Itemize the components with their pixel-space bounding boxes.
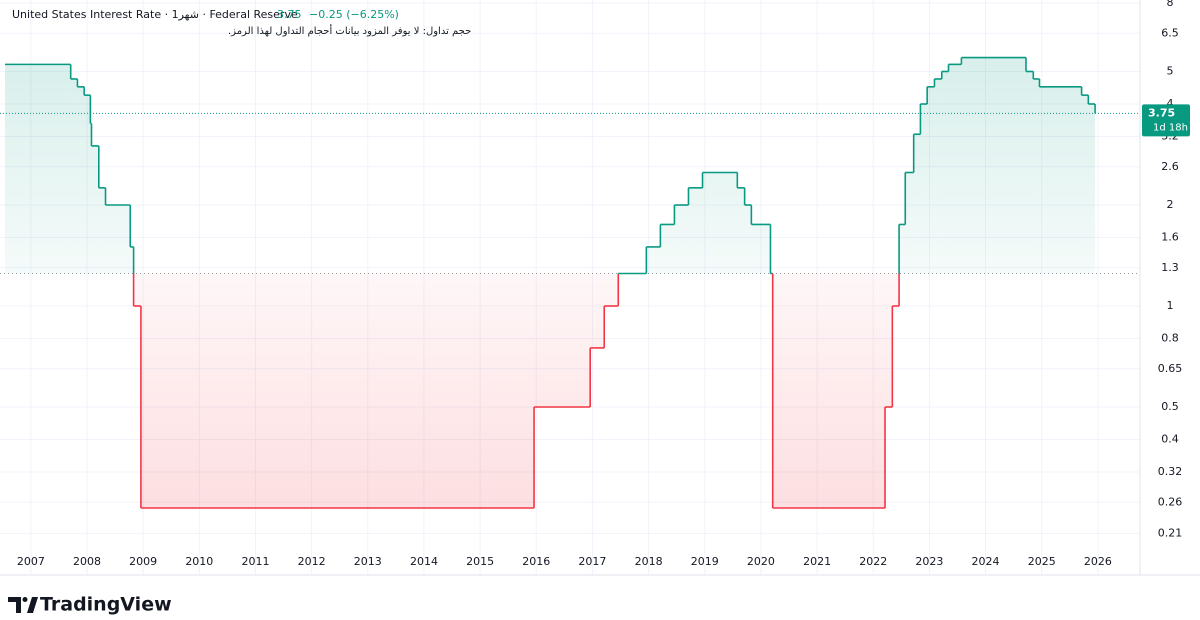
x-tick-label: 2011 — [241, 555, 269, 568]
x-tick-label: 2007 — [17, 555, 45, 568]
x-tick-label: 2014 — [410, 555, 438, 568]
y-tick-label: 5 — [1167, 64, 1174, 77]
area-fill — [590, 273, 605, 348]
area-fill — [702, 172, 738, 274]
symbol-title: United States Interest Rate · 1شهر · Fed… — [12, 8, 298, 21]
y-tick-label: 6.5 — [1161, 26, 1179, 39]
x-tick-label: 2015 — [466, 555, 494, 568]
area-fill — [892, 273, 900, 307]
y-tick-label: 1.6 — [1161, 231, 1179, 244]
area-fill — [751, 224, 771, 274]
x-tick-label: 2021 — [803, 555, 831, 568]
area-fill — [77, 86, 85, 274]
x-tick-label: 2019 — [691, 555, 719, 568]
y-tick-label: 4 — [1167, 97, 1174, 110]
area-fill — [660, 224, 675, 274]
area-fill — [646, 246, 661, 274]
area-fill — [1039, 86, 1082, 274]
area-fill — [70, 78, 78, 274]
x-tick-label: 2017 — [578, 555, 606, 568]
area-fill — [91, 145, 99, 274]
area-fill — [674, 205, 689, 274]
area-fill — [961, 57, 1026, 274]
y-tick-label: 0.4 — [1161, 433, 1179, 446]
x-tick-label: 2010 — [185, 555, 213, 568]
area-fill — [1025, 71, 1034, 274]
area-fill — [885, 273, 893, 408]
area-fill — [98, 187, 106, 274]
area-fill — [744, 205, 752, 274]
lines — [5, 56, 1096, 509]
area-fill — [688, 187, 703, 274]
y-tick-label: 2 — [1167, 198, 1174, 211]
x-tick-label: 2025 — [1028, 555, 1056, 568]
volume-note: حجم تداول: لا يوفر المزود بيانات أحجام ا… — [228, 24, 471, 37]
price-tag-value: 3.75 — [1148, 106, 1175, 119]
price-change: −0.25 (−6.25%) — [309, 8, 399, 21]
y-tick-label: 0.26 — [1158, 495, 1183, 508]
area-fill — [737, 187, 745, 274]
x-tick-label: 2018 — [635, 555, 663, 568]
area-fill — [133, 273, 141, 307]
y-tick-label: 1 — [1167, 299, 1174, 312]
header: United States Interest Rate · 1شهر · Fed… — [12, 8, 471, 37]
x-tick-label: 2008 — [73, 555, 101, 568]
fills — [5, 57, 1096, 509]
area-fill — [1088, 104, 1096, 274]
area-fill — [934, 78, 942, 274]
y-tick-label: 2.6 — [1161, 160, 1179, 173]
area-fill — [927, 86, 935, 274]
axes: 86.5543.22.621.61.310.80.650.50.40.320.2… — [17, 0, 1182, 568]
y-tick-label: 1.3 — [1161, 261, 1179, 274]
price-tag: 3.75 1d 18h — [1142, 104, 1190, 137]
area-fill — [1081, 95, 1089, 274]
area-fill — [913, 134, 921, 274]
x-tick-label: 2020 — [747, 555, 775, 568]
brand-logo: TradingView — [8, 594, 172, 616]
x-tick-label: 2023 — [915, 555, 943, 568]
x-tick-label: 2013 — [354, 555, 382, 568]
area-fill — [105, 205, 131, 274]
y-tick-label: 0.32 — [1158, 465, 1183, 478]
price-tag-countdown: 1d 18h — [1153, 122, 1188, 133]
x-tick-label: 2026 — [1084, 555, 1112, 568]
y-tick-label: 8 — [1167, 0, 1174, 9]
area-fill — [534, 273, 591, 408]
y-tick-label: 0.5 — [1161, 400, 1179, 413]
x-tick-label: 2016 — [522, 555, 550, 568]
area-fill — [604, 273, 619, 307]
area-fill — [905, 172, 914, 274]
area-fill — [948, 64, 962, 274]
x-tick-label: 2012 — [298, 555, 326, 568]
brand-name: TradingView — [40, 594, 172, 616]
area-fill — [1033, 78, 1040, 274]
logo-mark — [8, 597, 21, 613]
y-tick-label: 0.8 — [1161, 332, 1179, 345]
y-tick-label: 0.65 — [1158, 362, 1183, 375]
last-price: 3.75 — [277, 8, 302, 21]
y-tick-label: 0.21 — [1158, 526, 1183, 539]
x-tick-label: 2022 — [859, 555, 887, 568]
price-tag-box — [1142, 104, 1190, 137]
area-fill — [5, 64, 71, 274]
area-fill — [140, 273, 535, 509]
logo-dot — [22, 597, 28, 602]
area-fill — [772, 273, 886, 509]
area-fill — [920, 104, 928, 274]
area-fill — [130, 246, 134, 274]
logo-slash — [27, 597, 38, 613]
area-fill — [90, 123, 92, 274]
area-fill — [899, 224, 906, 274]
x-tick-label: 2024 — [972, 555, 1000, 568]
x-tick-label: 2009 — [129, 555, 157, 568]
area-fill — [941, 71, 949, 274]
area-fill — [84, 95, 91, 274]
